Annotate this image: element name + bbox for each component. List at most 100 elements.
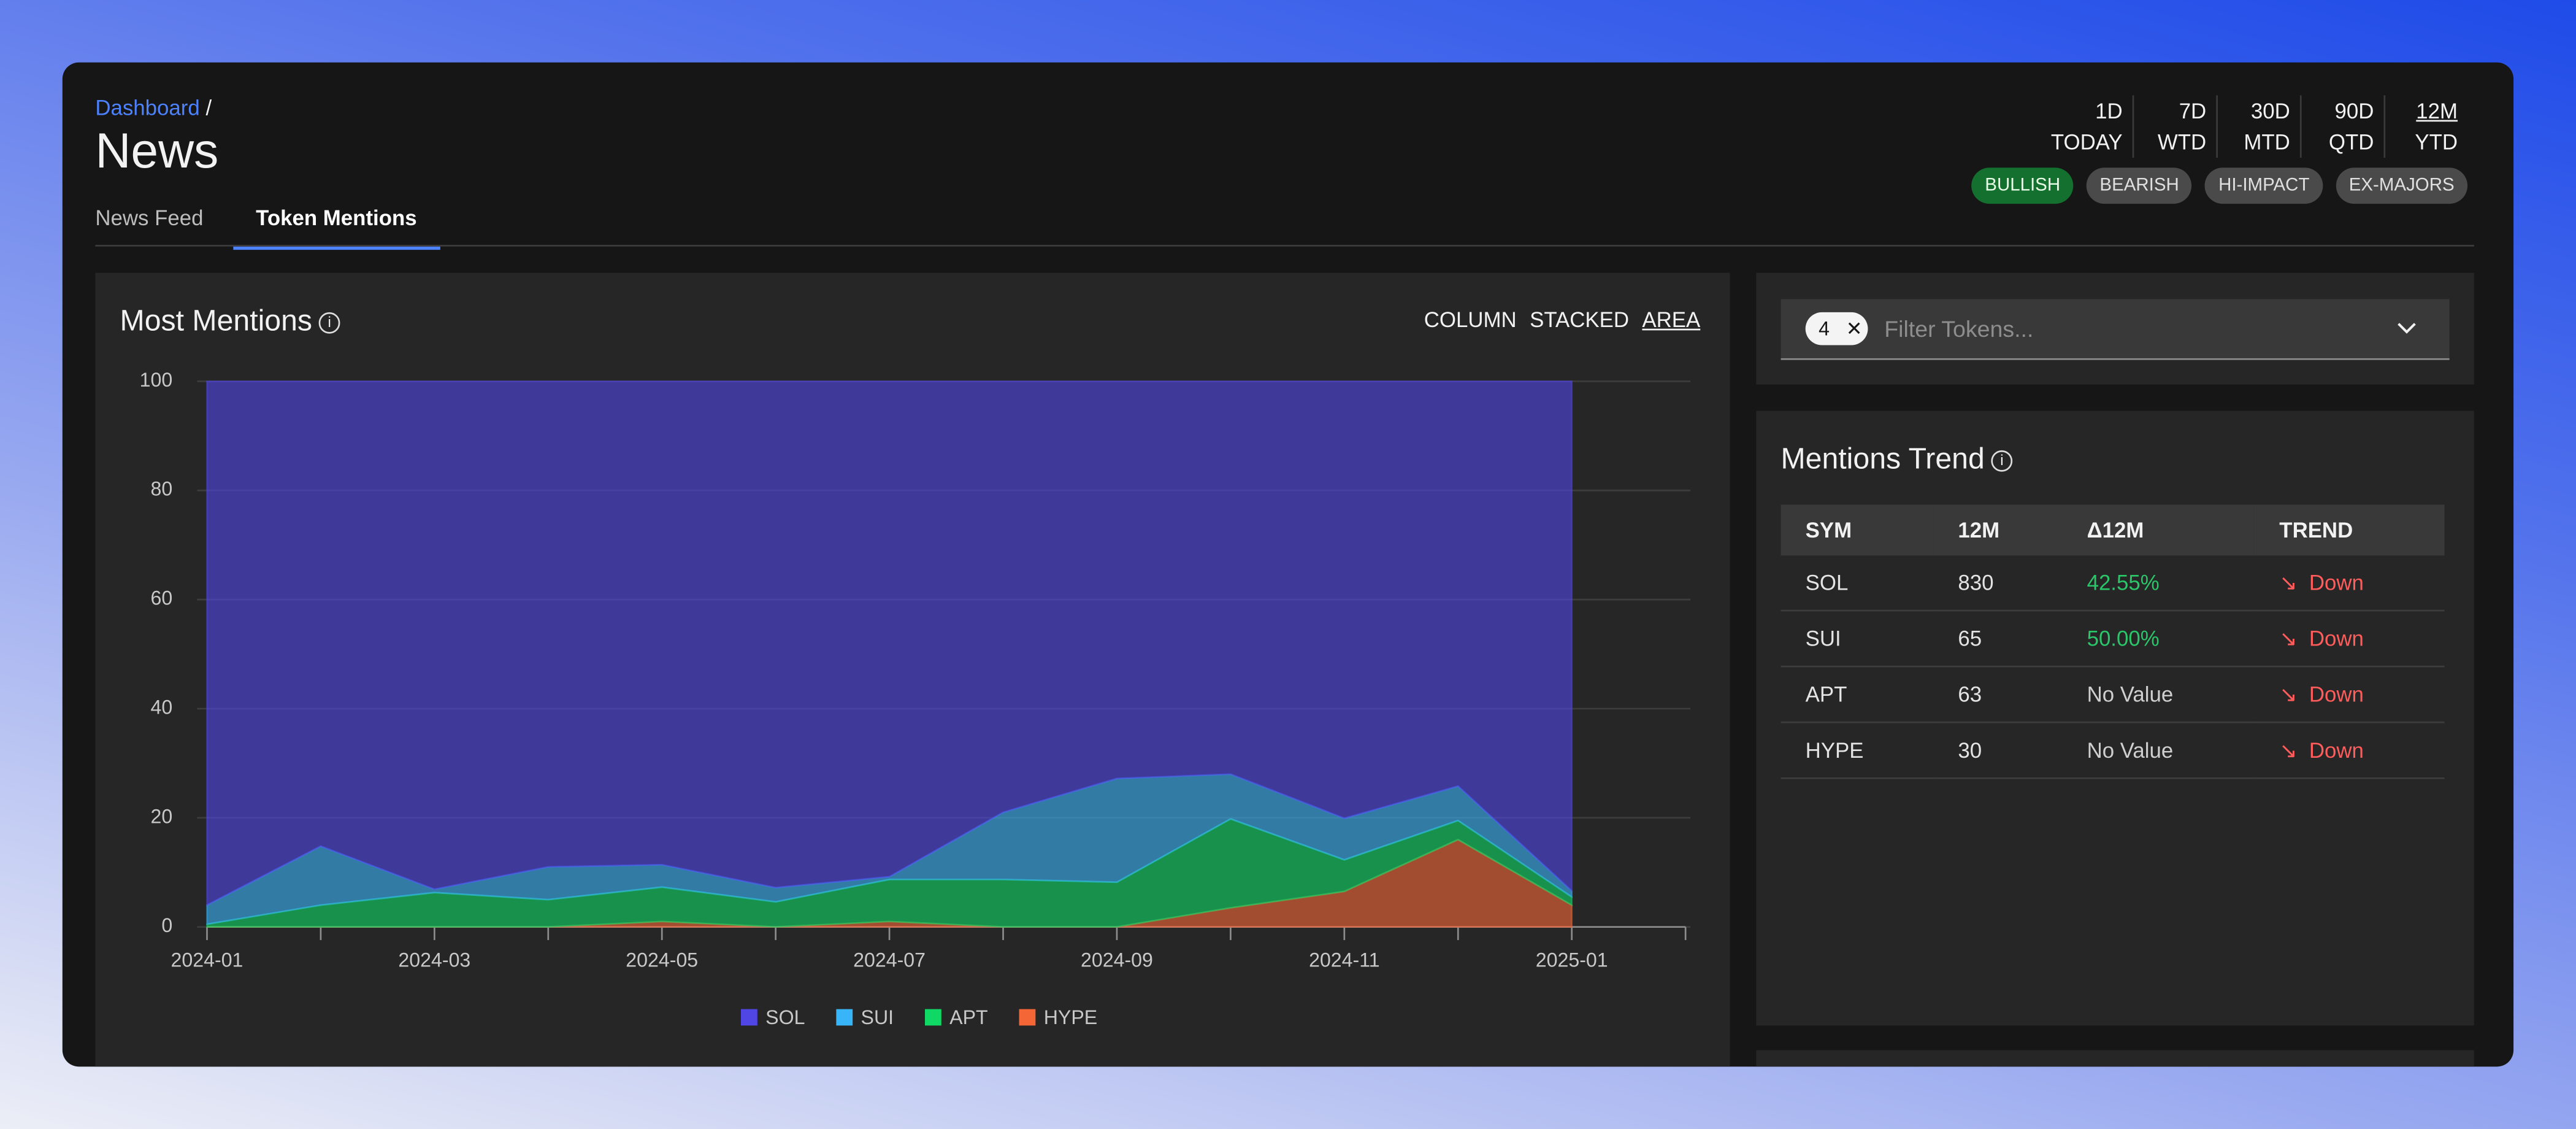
chart-mode: COLUMN STACKED AREA: [1424, 307, 1700, 332]
legend-label: SOL: [765, 1006, 805, 1028]
app-window: Dashboard / News News Feed Token Mention…: [62, 62, 2514, 1067]
row[interactable]: SUI 65 50.00% ↘ Down: [1781, 611, 2445, 668]
cell: No Value: [2062, 722, 2255, 779]
period-code: 90D: [2334, 98, 2374, 123]
area: [206, 380, 1573, 907]
tab[interactable]: Token Mentions: [232, 206, 440, 250]
column-header: Δ12M: [2062, 504, 2255, 556]
trend-table: SYM 12M Δ12M TREND SOL 830 42.55% ↘ Down SUI 65…: [1781, 504, 2445, 779]
info-icon[interactable]: i: [1991, 450, 2013, 472]
next-panel: [1756, 1050, 2474, 1067]
trend-cell: ↘ Down: [2255, 611, 2445, 668]
cell: SUI: [1781, 611, 1934, 668]
x-tick-label: 2024-01: [171, 949, 243, 971]
chart: 0 20 40 60 80 100 2024-01 2024-03 2024-05 2024-07…: [140, 369, 1691, 1028]
period-code: 30D: [2250, 98, 2290, 123]
cell: HYPE: [1781, 722, 1934, 779]
cell: 50.00%: [2062, 611, 2255, 668]
trend-title: Mentions Trend: [1781, 442, 1985, 476]
tabs: News Feed Token Mentions: [95, 206, 440, 250]
legend-swatch: [836, 1009, 853, 1026]
cell: No Value: [2062, 666, 2255, 723]
tab[interactable]: News Feed: [95, 205, 204, 230]
filters: BULLISH BEARISH HI-IMPACT EX-MAJORS: [1971, 168, 2468, 204]
legend-label: SUI: [861, 1006, 894, 1028]
chevron: [2398, 323, 2416, 334]
filter-pill[interactable]: HI-IMPACT: [2205, 168, 2323, 204]
row[interactable]: SOL 830 42.55% ↘ Down: [1781, 555, 2445, 612]
breadcrumb-separator: /: [205, 95, 212, 120]
clear-icon[interactable]: ✕: [1846, 317, 1863, 341]
x-tick-label: 2024-11: [1309, 949, 1380, 971]
period[interactable]: 1D TODAY: [2034, 95, 2133, 158]
period-name: YTD: [2415, 129, 2458, 155]
chart-panel: Most Mentions i COLUMN STACKED AREA 0 20 40…: [95, 272, 1730, 1067]
legend-swatch: [741, 1009, 757, 1026]
filter-pill[interactable]: EX-MAJORS: [2336, 168, 2468, 204]
filter-chip[interactable]: 4 ✕: [1805, 312, 1868, 345]
cell: 30: [1933, 722, 2063, 779]
trend-label: Down: [2309, 681, 2364, 706]
filter-pill[interactable]: BULLISH: [1971, 168, 2074, 204]
mode-option[interactable]: COLUMN: [1424, 307, 1517, 333]
legend-label: APT: [949, 1006, 987, 1028]
period-name: MTD: [2244, 129, 2290, 155]
mode-option[interactable]: STACKED: [1530, 307, 1629, 333]
filter-panel: 4 ✕ Filter Tokens...: [1756, 272, 2474, 385]
row[interactable]: HYPE 30 No Value ↘ Down: [1781, 722, 2445, 779]
period[interactable]: 7D WTD: [2132, 95, 2217, 158]
trend-title-row: Mentions Trend i: [1781, 442, 2013, 477]
period-name: WTD: [2157, 129, 2207, 155]
breadcrumb: Dashboard /: [95, 95, 212, 120]
divider: [95, 245, 2474, 247]
row[interactable]: APT 63 No Value ↘ Down: [1781, 666, 2445, 723]
column-header: SYM: [1781, 504, 1934, 556]
cell: 63: [1933, 666, 2063, 723]
header-row: SYM 12M Δ12M TREND: [1781, 504, 2445, 556]
cell: 830: [1933, 555, 2063, 612]
period[interactable]: 90D QTD: [2299, 95, 2384, 158]
chart-title-row: Most Mentions i: [120, 304, 340, 339]
column-header: 12M: [1933, 504, 2063, 556]
filter-placeholder: Filter Tokens...: [1884, 315, 2034, 342]
period-selector: 1D TODAY 7D WTD 30D MTD 90D QTD 12M YTD: [2034, 95, 2467, 158]
period-name: TODAY: [2050, 129, 2123, 155]
trend-panel: Mentions Trend i SYM 12M Δ12M TREND SOL 830 42…: [1756, 410, 2474, 1026]
column-header: TREND: [2255, 504, 2445, 556]
y-tick-label: 80: [151, 478, 173, 500]
legend-label: HYPE: [1044, 1006, 1097, 1028]
trend-cell: ↘ Down: [2255, 555, 2445, 612]
x-tick-label: 2024-07: [853, 949, 926, 971]
cell: SOL: [1781, 555, 1934, 612]
trend-label: Down: [2309, 569, 2364, 595]
period-code: 1D: [2095, 98, 2123, 123]
trend-label: Down: [2309, 625, 2364, 650]
x-tick-label: 2024-09: [1081, 949, 1153, 971]
cell: APT: [1781, 666, 1934, 723]
trend-cell: ↘ Down: [2255, 722, 2445, 779]
filter-count: 4: [1819, 317, 1830, 341]
trend-cell: ↘ Down: [2255, 666, 2445, 723]
page-title: News: [95, 125, 219, 179]
legend-swatch: [925, 1009, 941, 1026]
legend-swatch: [1019, 1009, 1036, 1026]
period[interactable]: 30D MTD: [2216, 95, 2300, 158]
filter-pill[interactable]: BEARISH: [2086, 168, 2193, 204]
x-tick-label: 2024-03: [398, 949, 470, 971]
y-tick-label: 20: [151, 805, 173, 827]
x-tick-label: 2025-01: [1536, 949, 1608, 971]
x-tick-label: 2024-05: [626, 949, 698, 971]
cell: 65: [1933, 611, 2063, 668]
mode-option[interactable]: AREA: [1642, 307, 1701, 333]
period[interactable]: 12M YTD: [2383, 95, 2468, 158]
trend-label: Down: [2309, 737, 2364, 762]
y-tick-label: 40: [151, 696, 173, 718]
info-icon[interactable]: i: [318, 312, 340, 334]
period-code: 12M: [2416, 98, 2458, 123]
cell: 42.55%: [2062, 555, 2255, 612]
breadcrumb-link[interactable]: Dashboard: [95, 95, 200, 120]
token-filter[interactable]: 4 ✕ Filter Tokens...: [1781, 299, 2450, 360]
period-code: 7D: [2179, 98, 2207, 123]
